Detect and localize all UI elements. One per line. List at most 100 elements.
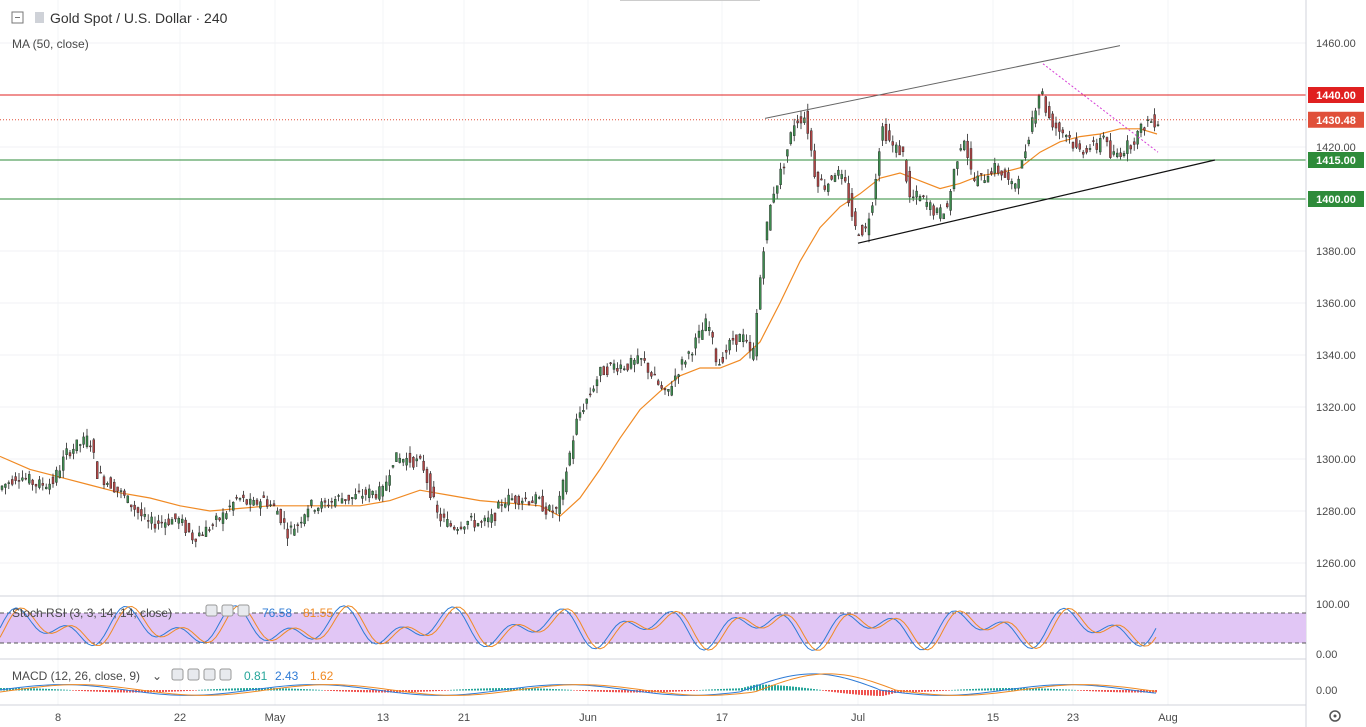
- candle: [429, 473, 432, 498]
- candle: [347, 494, 350, 501]
- macd-hist-bar: [804, 687, 806, 691]
- stoch-rsi-pane[interactable]: [0, 605, 1306, 651]
- close-icon[interactable]: [219, 668, 232, 681]
- candle: [521, 500, 524, 504]
- candle: [949, 191, 952, 211]
- candle: [1088, 148, 1092, 150]
- time-axis[interactable]: 8 22 May 13 21 Jun 17 Jul 15 23 Aug: [55, 712, 1178, 724]
- candle: [847, 183, 850, 204]
- candle: [58, 470, 61, 478]
- macd-hist-bar: [663, 690, 665, 693]
- candle: [1075, 138, 1078, 148]
- candle: [28, 474, 31, 484]
- level-tags: 1440.00 1430.48 1415.00 1400.00: [1308, 87, 1364, 207]
- macd-hist-bar: [1068, 689, 1070, 691]
- macd-hist-bar: [492, 688, 494, 691]
- macd-hist-bar: [738, 688, 740, 691]
- candle: [483, 517, 486, 522]
- price-tick-label: 1460.00: [1316, 38, 1356, 50]
- eye-icon[interactable]: [205, 604, 218, 617]
- candle: [786, 149, 789, 157]
- candle: [1146, 119, 1150, 121]
- macd-hist-bar: [1014, 687, 1016, 691]
- macd-hist-bar: [204, 689, 206, 691]
- macd-hist-bar: [768, 684, 770, 691]
- braces-icon[interactable]: [203, 668, 216, 681]
- macd-hist-bar: [759, 684, 761, 691]
- candle: [738, 334, 741, 342]
- macd-hist-bar: [834, 690, 836, 693]
- macd-hist-bar: [174, 690, 176, 692]
- stoch-rsi-legend[interactable]: Stoch RSI (3, 3, 14, 14, close) 76.58 81…: [12, 604, 333, 620]
- candle: [446, 519, 449, 527]
- candle: [772, 193, 775, 203]
- macd-hist-bar: [789, 686, 791, 691]
- macd-hist-bar: [645, 690, 647, 693]
- symbol-legend[interactable]: Gold Spot / U.S. Dollar · 240 MA (50, cl…: [11, 10, 228, 51]
- macd-hist-bar: [372, 690, 374, 693]
- macd-hist-bar: [474, 688, 476, 691]
- candle: [123, 490, 126, 496]
- macd-hist-bar: [1128, 690, 1130, 693]
- macd-hist-bar: [468, 689, 470, 691]
- macd-hist-bar: [312, 689, 314, 691]
- candle: [650, 372, 653, 377]
- macd-hist-bar: [261, 687, 263, 691]
- collapse-icon[interactable]: [11, 11, 24, 24]
- macd-hist-bar: [1149, 690, 1151, 693]
- eye-icon[interactable]: [171, 668, 184, 681]
- macd-hist-bar: [993, 688, 995, 691]
- candle: [541, 495, 544, 512]
- macd-hist-bar: [477, 688, 479, 691]
- macd-hist-bar: [48, 688, 50, 691]
- candle: [578, 412, 582, 418]
- macd-signal-value: 1.62: [310, 669, 334, 683]
- candle: [765, 221, 769, 241]
- macd-hist-bar: [294, 688, 296, 691]
- trendline-upper: [764, 45, 1121, 119]
- gear-icon[interactable]: [187, 668, 200, 681]
- macd-hist-bar: [1134, 690, 1136, 693]
- candle: [531, 500, 534, 504]
- candle: [153, 523, 157, 529]
- macd-hist-bar: [855, 690, 857, 695]
- macd-hist-bar: [9, 687, 11, 691]
- macd-hist-bar: [210, 689, 212, 691]
- candle: [1112, 151, 1116, 155]
- macd-legend[interactable]: MACD (12, 26, close, 9) ⌄ 0.81 2.43 1.62: [12, 668, 334, 683]
- macd-hist-bar: [1029, 688, 1031, 691]
- macd-hist-bar: [0, 688, 2, 691]
- price-pane[interactable]: [0, 0, 1306, 705]
- macd-hist-bar: [195, 690, 197, 691]
- stoch-rsi-tick-label: 100.00: [1316, 599, 1350, 611]
- macd-hist-bar: [558, 689, 560, 691]
- trendline-descending: [1042, 63, 1159, 153]
- level-tag-label: 1415.00: [1316, 155, 1356, 167]
- chevron-down-icon[interactable]: ⌄: [152, 669, 162, 683]
- level-tag-label: 1440.00: [1316, 90, 1356, 102]
- macd-hist-bar: [66, 689, 68, 691]
- macd-hist-bar: [327, 690, 329, 691]
- macd-hist-bar: [489, 688, 491, 691]
- time-tick-label: 21: [458, 712, 470, 724]
- close-icon[interactable]: [237, 604, 250, 617]
- candle: [313, 510, 316, 512]
- macd-hist-bar: [1107, 690, 1109, 692]
- candle: [211, 524, 215, 526]
- settings-icon[interactable]: [1329, 710, 1341, 722]
- candle: [905, 159, 908, 182]
- macd-pane[interactable]: [0, 673, 1157, 696]
- macd-hist-bar: [246, 688, 248, 691]
- candle: [78, 444, 82, 446]
- macd-hist-bar: [549, 688, 551, 691]
- candle: [293, 528, 296, 536]
- macd-hist-bar: [360, 690, 362, 693]
- macd-hist-bar: [753, 684, 755, 691]
- macd-hist-bar: [879, 690, 881, 696]
- gear-icon[interactable]: [221, 604, 234, 617]
- candle: [1051, 113, 1054, 128]
- candle: [214, 515, 218, 520]
- price-axis[interactable]: 1460.00 1440.00 1420.00 1400.00 1380.00 1360.…: [1316, 38, 1356, 697]
- macd-hist-bar: [390, 690, 392, 693]
